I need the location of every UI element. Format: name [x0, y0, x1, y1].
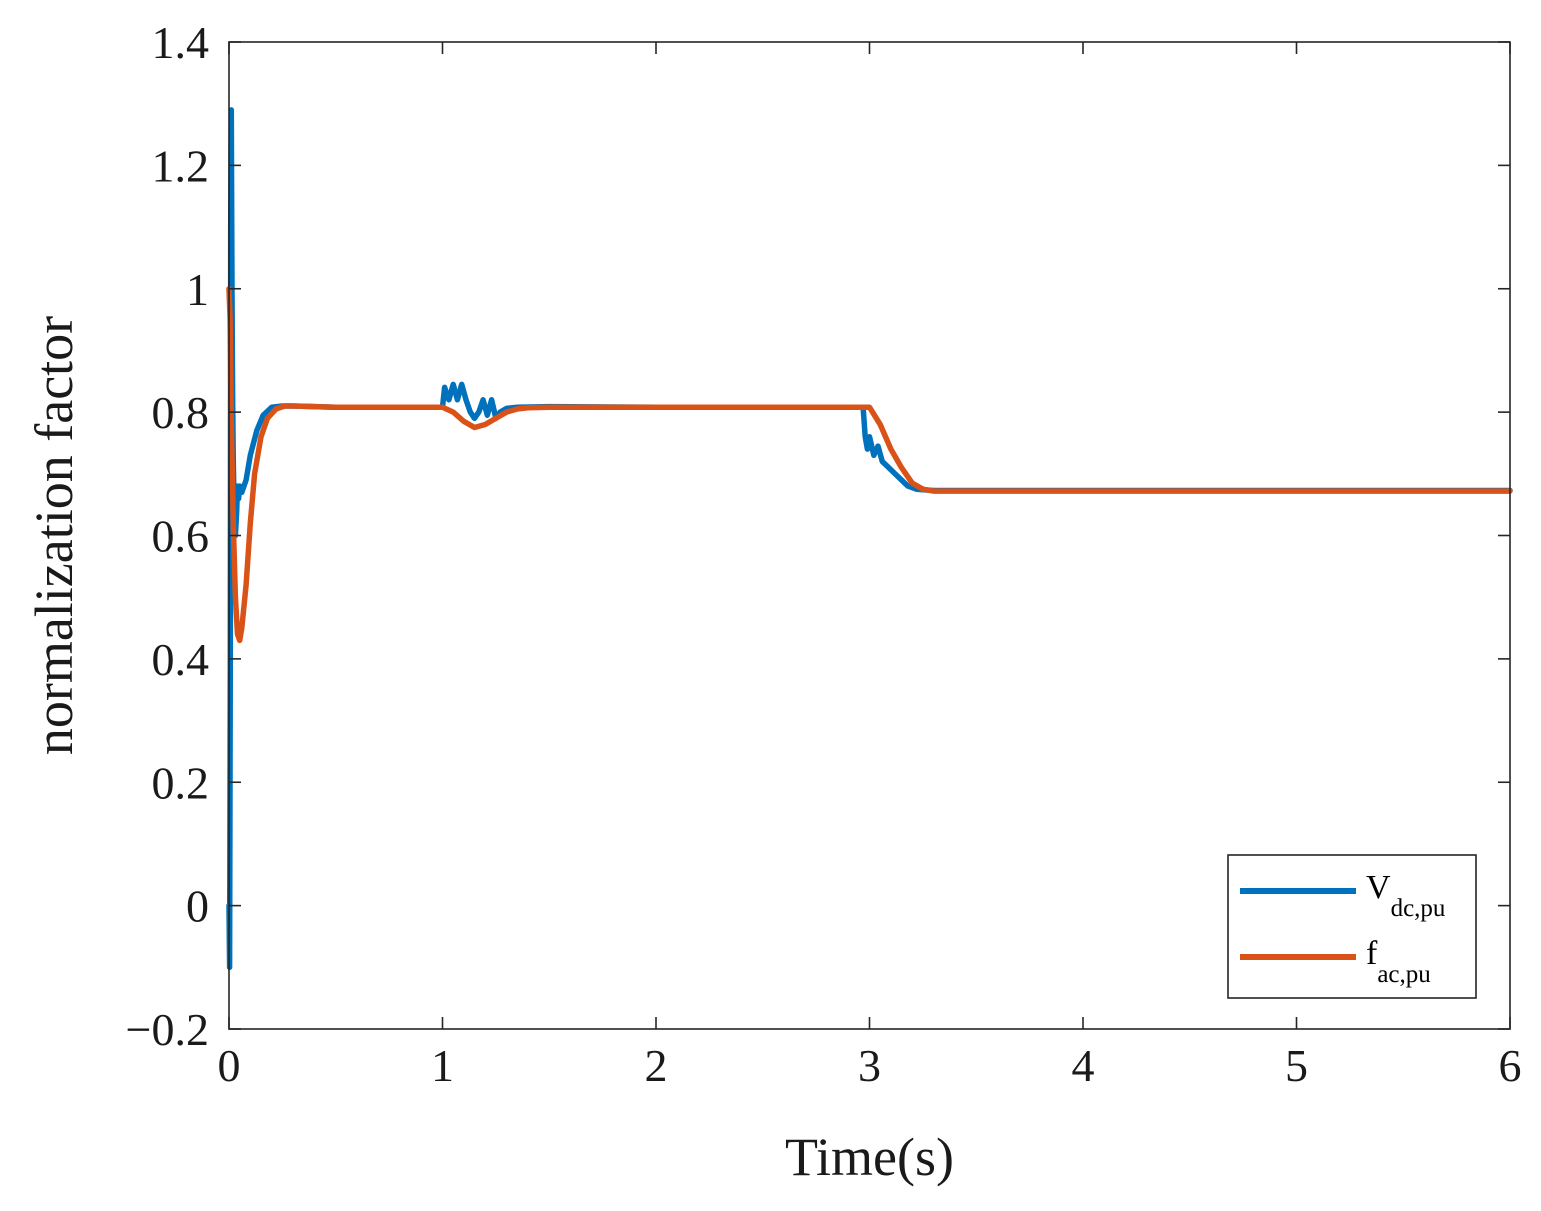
- legend-label-vdc-main: V: [1366, 869, 1391, 906]
- legend-label-fac: fac,pu: [1366, 935, 1431, 988]
- tick-layer: 0 1 2 3 4 5 6−0.200.20.40.60.811.21.4: [126, 17, 1522, 1091]
- y-tick-label: 0.4: [152, 634, 210, 685]
- legend-label-fac-sub: ac,pu: [1377, 961, 1431, 988]
- legend-label-vdc: Vdc,pu: [1366, 869, 1446, 922]
- x-tick-label: 0: [218, 1040, 241, 1091]
- y-tick-label: 1.2: [152, 140, 210, 191]
- legend-label-fac-main: f: [1366, 935, 1378, 972]
- series-layer: [226, 107, 1513, 971]
- y-tick-label: 1.4: [152, 17, 210, 68]
- legend: Vdc,pu fac,pu: [1227, 854, 1477, 999]
- y-tick-label: −0.2: [126, 1004, 209, 1055]
- x-tick-label: 5: [1285, 1040, 1308, 1091]
- y-tick-label: 0.6: [152, 511, 210, 562]
- x-tick-label: 1: [431, 1040, 454, 1091]
- x-tick-label: 4: [1072, 1040, 1095, 1091]
- series-line-1: [226, 286, 1513, 644]
- legend-box: [1227, 854, 1477, 999]
- x-axis-title: Time(s): [785, 1127, 954, 1187]
- y-axis-title: normalization factor: [24, 316, 84, 755]
- x-tick-label: 6: [1499, 1040, 1522, 1091]
- y-tick-label: 0: [186, 881, 209, 932]
- y-tick-label: 1: [186, 264, 209, 315]
- y-tick-label: 0.2: [152, 757, 210, 808]
- legend-label-vdc-sub: dc,pu: [1391, 895, 1446, 922]
- x-tick-label: 3: [858, 1040, 881, 1091]
- series-line-0: [226, 107, 1513, 971]
- y-tick-label: 0.8: [152, 387, 210, 438]
- x-tick-label: 2: [645, 1040, 668, 1091]
